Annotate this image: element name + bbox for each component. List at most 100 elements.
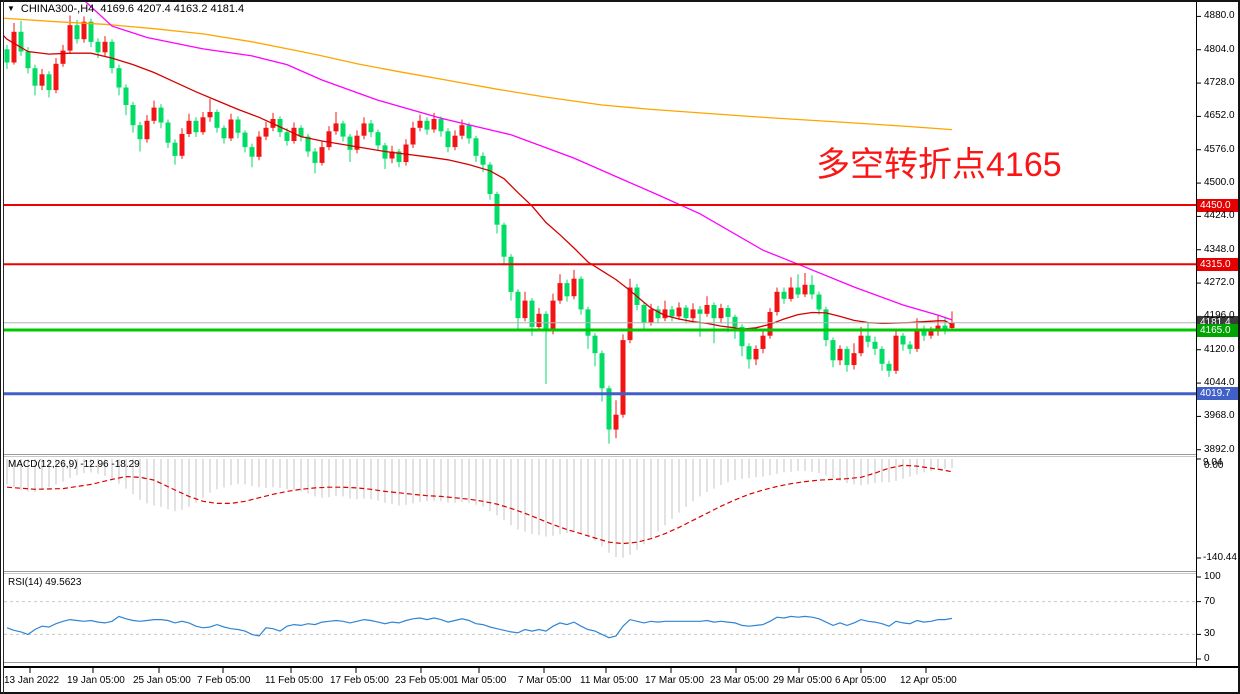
price-tick-label: 4348.0 [1204,244,1235,255]
candle-body [620,340,626,415]
candle-body [599,353,605,389]
candle-body [564,283,570,297]
macd-indicator-label: MACD(12,26,9) -12.96 -18.29 [8,459,140,470]
candle-body [557,283,563,301]
window-border [0,0,1240,2]
candle-body [130,105,136,126]
candle-body [613,414,619,430]
candle-body [165,122,171,143]
panel-separator [4,456,1196,457]
rsi-axis-label: 0 [1204,653,1210,664]
time-label: 13 Jan 2022 [4,675,60,686]
candle-body [515,291,521,319]
candle-body [431,119,437,130]
candle-body [830,340,836,361]
candle-body [802,284,808,295]
candle-body [438,119,444,132]
candle-body [690,309,696,319]
candle-body [4,49,10,63]
candle-body [81,21,87,40]
candle-body [263,127,269,137]
window-border [1238,0,1240,694]
candle-body [67,25,73,51]
candle-body [144,120,150,140]
symbol-dropdown-icon[interactable]: ▼ [7,4,15,13]
price-tick-label: 4272.0 [1204,277,1235,288]
candle-body [417,120,423,128]
candle-body [452,135,458,148]
rsi-axis-label: 70 [1204,596,1216,607]
candle-body [501,224,507,257]
candle-body [151,107,157,121]
symbol-title: ▼ CHINA300-,H4 4169.6 4207.4 4163.2 4181.… [7,3,244,15]
candle-body [277,119,283,133]
candle-body [459,125,465,136]
candle-body [739,326,745,347]
ma-mid-magenta [84,2,953,321]
candle-body [718,308,724,319]
candle-body [494,194,500,225]
candle-body [627,287,633,341]
candle-body [256,136,262,157]
candle-body [816,294,822,310]
candle-body [487,164,493,194]
candle-body [907,344,913,349]
candle-body [32,68,38,86]
candle-body [39,74,45,86]
candle-body [291,127,297,141]
panel-separator[interactable] [4,571,1196,572]
candle-body [886,363,892,371]
candle-body [18,31,24,52]
candle-body [88,21,94,42]
candle-body [879,348,885,364]
candle-body [123,87,129,105]
macd-axis-label: -140.44 [1203,552,1237,563]
candle-body [284,132,290,141]
candle-body [11,31,17,63]
candle-body [116,68,122,88]
rsi-axis-label: 100 [1204,571,1221,582]
candle-body [641,305,647,323]
price-tick-label: 4044.0 [1204,377,1235,388]
panel-separator[interactable] [4,454,1196,455]
symbol-ohlc: 4169.6 4207.4 4163.2 4181.4 [100,3,245,15]
candle-body [333,123,339,132]
candle-body [186,120,192,134]
candle-body [347,136,353,150]
rsi-indicator-label: RSI(14) 49.5623 [8,577,82,588]
time-label: 29 Mar 05:00 [773,675,832,686]
price-tick-label: 4500.0 [1204,177,1235,188]
window-border [3,0,4,694]
candle-body [207,112,213,118]
candle-body [592,335,598,354]
candle-body [774,291,780,312]
candle-body [46,74,52,91]
panel-separator [4,573,1196,574]
candle-body [368,123,374,133]
time-label: 19 Jan 05:00 [67,675,125,686]
candle-body [725,308,731,317]
candle-body [809,284,815,295]
candle-body [732,316,738,327]
price-tick-label: 4576.0 [1204,144,1235,155]
candle-body [424,120,430,130]
candle-body [648,309,654,323]
time-label: 23 Feb 05:00 [395,675,454,686]
window-border [0,692,1240,694]
candle-body [683,307,689,319]
candle-body [571,278,577,297]
candle-body [319,147,325,163]
candle-body [851,353,857,365]
candle-body [389,151,395,159]
candle-body [921,328,927,336]
candle-body [858,335,864,354]
candle-body [214,112,220,128]
time-label: 11 Feb 05:00 [265,675,324,686]
candle-body [746,346,752,360]
candle-body [837,348,843,361]
candle-body [823,309,829,341]
candle-body [158,107,164,123]
candle-body [326,131,332,148]
